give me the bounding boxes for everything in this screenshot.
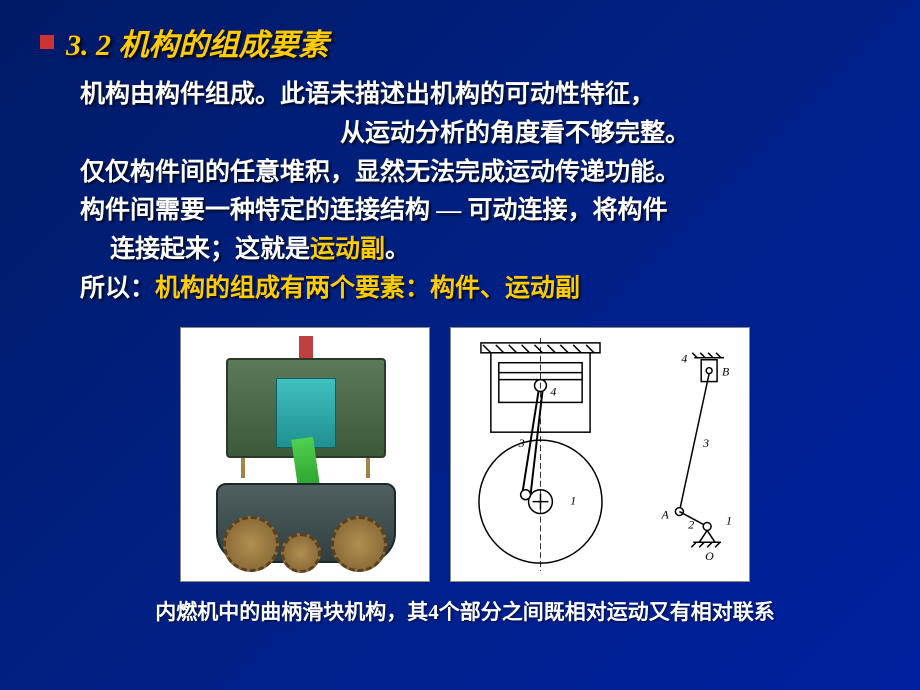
slide-title: 3. 2 机构的组成要素: [66, 20, 329, 64]
gear-right-icon: [331, 516, 387, 572]
label-1: 1: [726, 513, 732, 527]
figures-row: 4 B 3 A 2 1 O 3 4 1: [40, 327, 890, 582]
gear-center-icon: [281, 533, 321, 573]
label-O: O: [705, 549, 714, 563]
gear-left-icon: [223, 516, 279, 572]
label-1b: 1: [570, 493, 576, 507]
schematic-svg: 4 B 3 A 2 1 O 3 4 1: [451, 328, 749, 581]
label-B: B: [722, 364, 729, 378]
body-text: 机构由构件组成。此语未描述出机构的可动性特征， 从运动分析的角度看不够完整。 仅…: [80, 76, 880, 309]
line-4b-highlight: 运动副: [310, 236, 385, 263]
caption-post: 个部分之间既相对运动又有相对联系: [439, 600, 775, 624]
line-2: 从运动分析的角度看不够完整。: [80, 115, 880, 154]
line-5: 所以：机构的组成有两个要素：构件、运动副: [80, 270, 880, 309]
label-3: 3: [702, 436, 709, 450]
line-4b: 连接起来；这就是运动副。: [80, 231, 880, 270]
title-bullet-icon: [40, 35, 54, 49]
line-5-pre: 所以：: [80, 275, 155, 302]
title-row: 3. 2 机构的组成要素: [40, 20, 890, 64]
caption-num: 4: [428, 600, 439, 624]
label-A: A: [661, 507, 670, 521]
line-1: 机构由构件组成。此语未描述出机构的可动性特征，: [80, 76, 880, 115]
line-5-highlight: 机构的组成有两个要素：构件、运动副: [155, 275, 580, 302]
label-4b: 4: [550, 384, 556, 398]
caption-pre: 内燃机中的曲柄滑块机构，其: [155, 600, 428, 624]
line-4a: 构件间需要一种特定的连接结构 — 可动连接，将构件: [80, 192, 880, 231]
label-2: 2: [688, 517, 694, 531]
line-4b-pre: 连接起来；这就是: [110, 236, 310, 263]
figure-schematic: 4 B 3 A 2 1 O 3 4 1: [450, 327, 750, 582]
line-3: 仅仅构件间的任意堆积，显然无法完成运动传递功能。: [80, 154, 880, 193]
label-3b: 3: [518, 436, 525, 450]
figure-caption: 内燃机中的曲柄滑块机构，其4个部分之间既相对运动又有相对联系: [40, 596, 890, 626]
line-4b-post: 。: [385, 236, 410, 263]
figure-engine-3d: [180, 327, 430, 582]
label-4: 4: [681, 351, 687, 365]
slide-container: 3. 2 机构的组成要素 机构由构件组成。此语未描述出机构的可动性特征， 从运动…: [0, 0, 920, 636]
